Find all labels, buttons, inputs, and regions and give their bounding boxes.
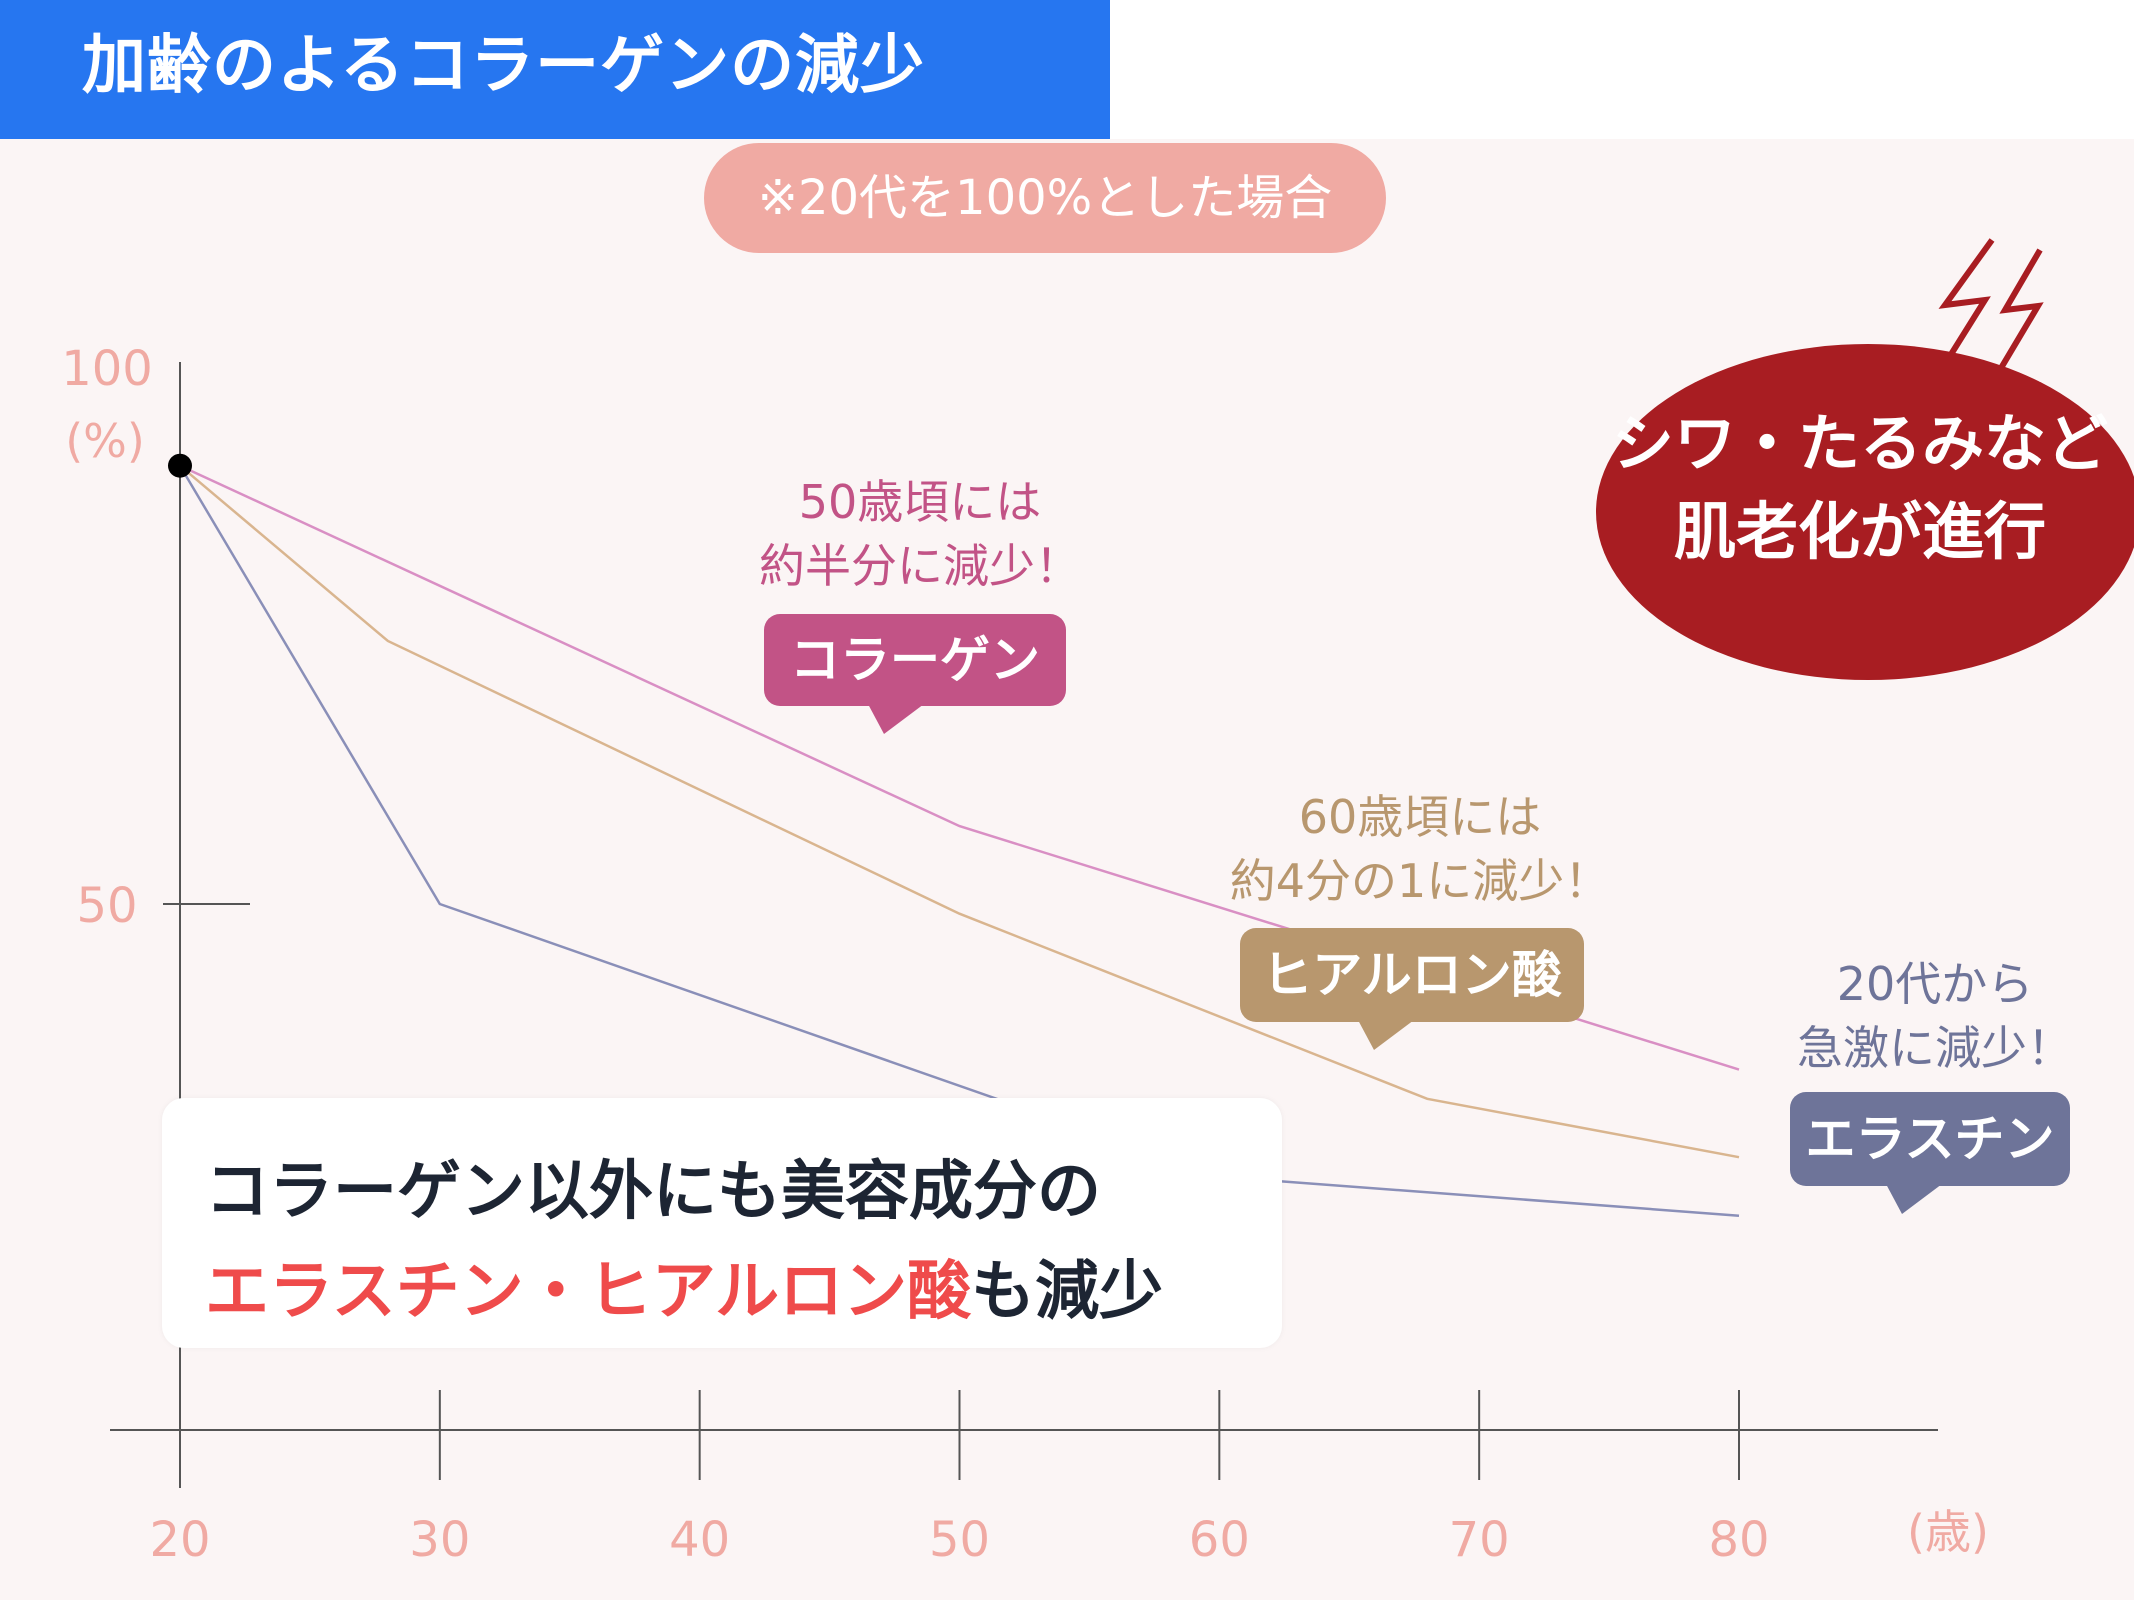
x-tick-label: 70: [1449, 1512, 1510, 1568]
hyaluronic-label-text: ヒアルロン酸: [1262, 946, 1562, 1004]
collagen-label: コラーゲン: [764, 614, 1066, 734]
hyaluronic-label: ヒアルロン酸: [1240, 928, 1584, 1050]
hyaluronic-callout-line1: 60歳頃には: [1298, 790, 1542, 844]
start-point: [168, 453, 192, 478]
collagen-label-text: コラーゲン: [790, 631, 1040, 689]
hyaluronic-callout: 60歳頃には 約4分の1に減少！: [1200, 785, 1640, 913]
summary-rest: も減少: [971, 1255, 1164, 1329]
collagen-callout: 50歳頃には 約半分に減少！: [720, 470, 1120, 598]
warning-line2: 肌老化が進行: [1673, 495, 2046, 568]
collagen-callout-line2: 約半分に減少！: [759, 539, 1081, 593]
y-tick-label: 100: [61, 341, 153, 397]
series-line: [178, 465, 1740, 1217]
hyaluronic-callout-line2: 約4分の1に減少！: [1229, 854, 1611, 908]
summary-line2: エラスチン・ヒアルロン酸も減少: [205, 1240, 1163, 1332]
y-tick-label: 50: [76, 878, 137, 934]
page-title: 加齢のよるコラーゲンの減少: [82, 29, 926, 103]
lightning-icon: [1932, 238, 2044, 397]
collagen-callout-line1: 50歳頃には: [798, 475, 1042, 529]
elastin-callout-line2: 急激に減少！: [1797, 1021, 2073, 1075]
elastin-label-tail: [1886, 1184, 1942, 1214]
warning-text: シワ・たるみなど 肌老化が進行: [1590, 400, 2130, 576]
summary-line1: コラーゲン以外にも美容成分の: [205, 1155, 1101, 1229]
x-tick-label: 40: [669, 1512, 730, 1568]
x-axis-unit: (歳): [1907, 1505, 1989, 1559]
summary-accent: エラスチン・ヒアルロン酸: [205, 1255, 972, 1329]
note-pill: [704, 143, 1386, 253]
elastin-callout: 20代から 急激に減少！: [1770, 952, 2100, 1080]
x-tick-label: 60: [1189, 1512, 1250, 1568]
elastin-label-text: エラスチン: [1805, 1110, 2055, 1168]
elastin-callout-line1: 20代から: [1836, 957, 2034, 1011]
series-line: [179, 464, 1740, 1159]
x-tick-label: 50: [929, 1512, 990, 1568]
collagen-label-tail: [868, 704, 924, 734]
x-tick-label: 30: [409, 1512, 470, 1568]
x-tick-label: 80: [1708, 1512, 1769, 1568]
y-axis-unit: (%): [65, 414, 145, 468]
warning-bubble: [1596, 344, 2134, 680]
warning-line1: シワ・たるみなど: [1611, 407, 2108, 480]
hyaluronic-label-tail: [1358, 1020, 1414, 1050]
header-bar: [0, 0, 1110, 139]
chart-note: ※20代を100%とした場合: [757, 170, 1333, 226]
elastin-label: エラスチン: [1790, 1092, 2070, 1214]
x-tick-label: 20: [149, 1512, 210, 1568]
summary-box: [162, 1098, 1282, 1348]
